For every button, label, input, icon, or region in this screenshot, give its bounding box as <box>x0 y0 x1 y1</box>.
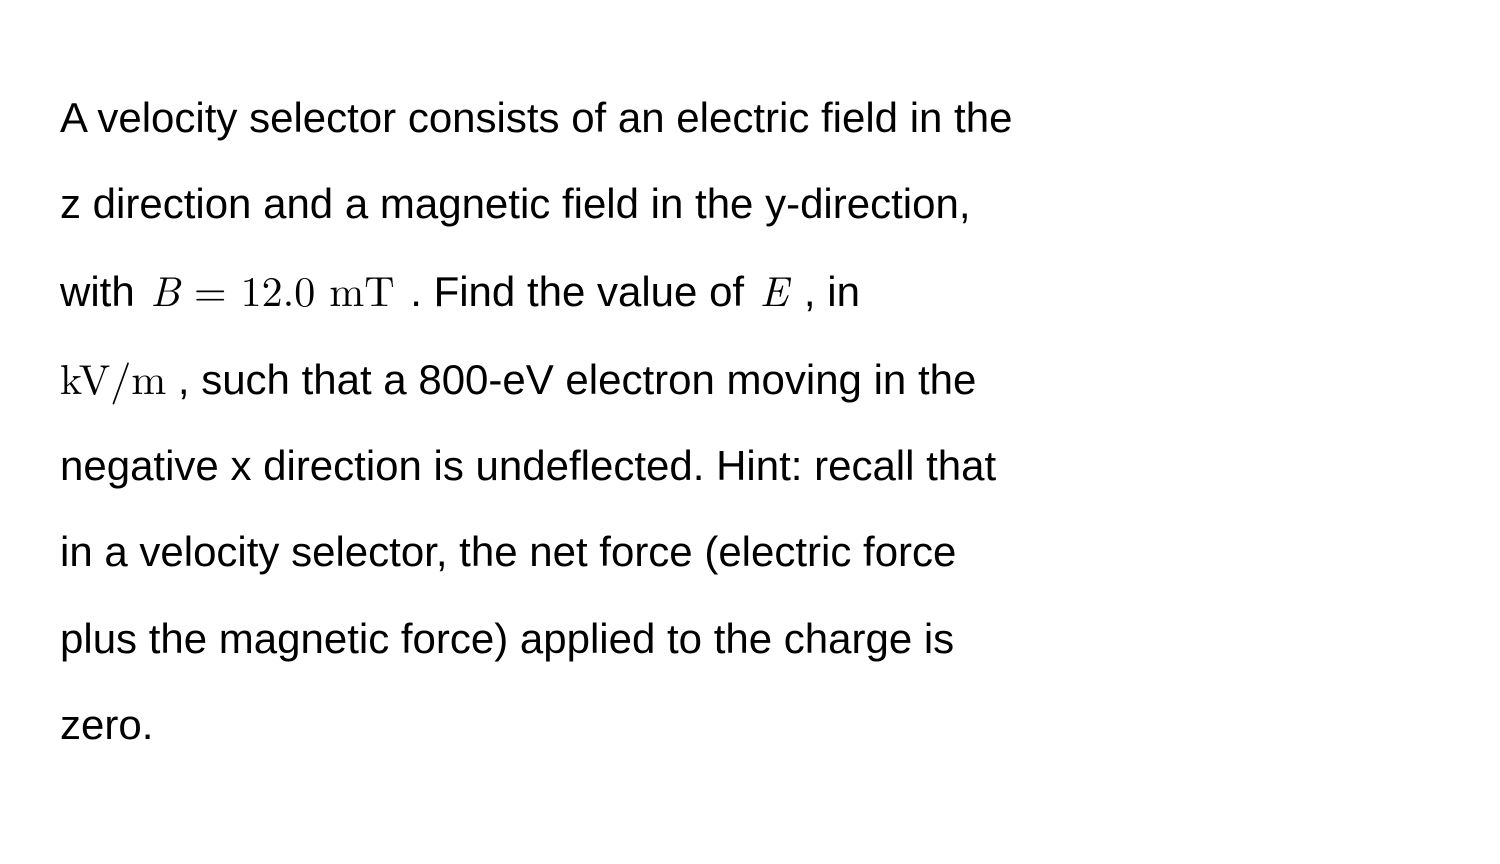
equation-B: B = 12.0 mT <box>146 260 398 319</box>
text-line-2: z direction and a magnetic field in the … <box>60 180 971 227</box>
text-line-7: plus the magnetic force) applied to the … <box>60 615 954 662</box>
math-var-B: B <box>150 260 180 319</box>
text-line-1: A velocity selector consists of an elect… <box>60 94 1012 141</box>
equation-kVm: kV/m <box>60 348 166 407</box>
problem-text: A velocity selector consists of an elect… <box>60 75 1440 768</box>
text-line-8: zero. <box>60 701 153 748</box>
math-value-12: = 12.0 <box>180 260 329 319</box>
page-container: A velocity selector consists of an elect… <box>0 0 1500 828</box>
math-unit-mT: mT <box>329 260 394 319</box>
equation-E: E <box>756 260 792 319</box>
math-var-E: E <box>760 260 788 319</box>
text-frag-with: with <box>60 268 146 315</box>
math-unit-kVm: kV/m <box>60 348 166 407</box>
text-frag-such: , such that a 800-eV electron moving in … <box>166 356 976 403</box>
text-line-6: in a velocity selector, the net force (e… <box>60 528 956 575</box>
text-frag-in: , in <box>792 268 860 315</box>
text-line-5: negative x direction is undeflected. Hin… <box>60 442 996 489</box>
text-frag-find: . Find the value of <box>399 268 756 315</box>
